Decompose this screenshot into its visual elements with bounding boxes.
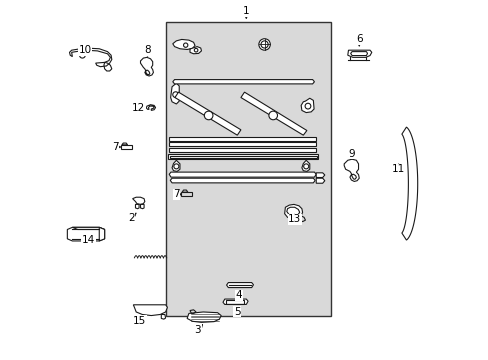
Text: 1: 1 bbox=[243, 6, 249, 17]
Circle shape bbox=[303, 164, 308, 169]
Polygon shape bbox=[169, 156, 316, 158]
Circle shape bbox=[204, 111, 212, 120]
Polygon shape bbox=[301, 160, 309, 171]
Polygon shape bbox=[241, 92, 306, 135]
Polygon shape bbox=[67, 227, 104, 241]
Text: 8: 8 bbox=[144, 45, 151, 55]
Circle shape bbox=[183, 43, 187, 47]
Text: 5: 5 bbox=[234, 307, 240, 316]
Text: 4: 4 bbox=[235, 291, 242, 301]
Polygon shape bbox=[133, 305, 167, 316]
Polygon shape bbox=[187, 312, 221, 322]
Polygon shape bbox=[284, 204, 302, 219]
Text: 14: 14 bbox=[81, 235, 95, 245]
Bar bbox=[165, 22, 330, 316]
Polygon shape bbox=[169, 142, 316, 146]
Polygon shape bbox=[170, 83, 179, 104]
Circle shape bbox=[194, 48, 198, 52]
Polygon shape bbox=[301, 98, 313, 113]
Polygon shape bbox=[169, 148, 316, 152]
Polygon shape bbox=[401, 127, 417, 240]
Polygon shape bbox=[172, 160, 180, 171]
Polygon shape bbox=[316, 173, 324, 177]
Polygon shape bbox=[226, 283, 253, 288]
Text: 11: 11 bbox=[391, 164, 405, 174]
Circle shape bbox=[258, 39, 270, 50]
Text: 15: 15 bbox=[133, 316, 146, 325]
Circle shape bbox=[268, 111, 277, 120]
Polygon shape bbox=[175, 92, 241, 135]
Polygon shape bbox=[223, 299, 247, 305]
Polygon shape bbox=[172, 80, 314, 84]
Polygon shape bbox=[316, 178, 324, 183]
Text: 7: 7 bbox=[112, 142, 119, 152]
Text: 6: 6 bbox=[355, 34, 362, 44]
Polygon shape bbox=[169, 172, 316, 177]
Polygon shape bbox=[190, 46, 201, 54]
Circle shape bbox=[174, 164, 179, 169]
Text: 13: 13 bbox=[287, 215, 301, 224]
Circle shape bbox=[305, 103, 310, 109]
Text: 3: 3 bbox=[194, 325, 201, 335]
Polygon shape bbox=[168, 154, 318, 159]
Polygon shape bbox=[170, 178, 314, 183]
Polygon shape bbox=[172, 40, 195, 49]
Text: 2: 2 bbox=[128, 213, 135, 222]
Text: 9: 9 bbox=[348, 149, 355, 159]
Text: 10: 10 bbox=[78, 45, 91, 55]
Circle shape bbox=[261, 41, 267, 48]
Text: 7: 7 bbox=[173, 189, 179, 199]
Polygon shape bbox=[344, 159, 359, 181]
Text: 12: 12 bbox=[132, 103, 145, 113]
Circle shape bbox=[172, 92, 178, 98]
Polygon shape bbox=[99, 227, 104, 241]
Polygon shape bbox=[72, 227, 104, 229]
Polygon shape bbox=[347, 50, 371, 57]
Polygon shape bbox=[169, 137, 316, 141]
